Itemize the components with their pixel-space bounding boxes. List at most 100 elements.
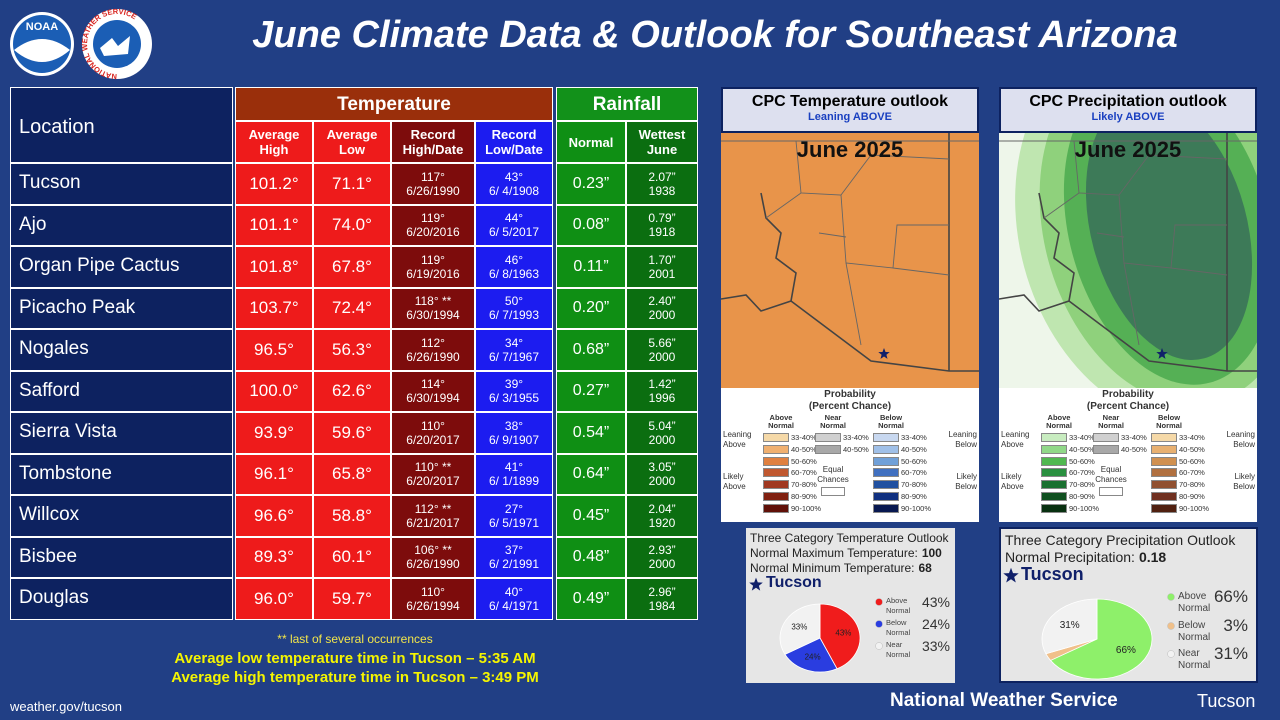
legend-swatch [1041, 433, 1067, 442]
legend-side-label: Equal Chances [1095, 465, 1127, 484]
legend-value: 66% [1213, 586, 1248, 606]
cell-line: 110° [421, 418, 445, 433]
legend-swatch [763, 456, 789, 466]
legend-dot [875, 642, 883, 650]
cell-line: 6/ 4/1908 [488, 183, 540, 198]
cell-line: 2000 [648, 308, 676, 323]
cell-line: 6/26/1994 [406, 598, 460, 613]
page-title: June Climate Data & Outlook for Southeas… [252, 14, 1178, 56]
cell-line: 37° [504, 543, 524, 558]
county-line [1043, 192, 1080, 219]
cell-value: 0.08” [572, 216, 610, 234]
legend-side-label: Leaning Above [1001, 430, 1030, 449]
legend-swatch [1041, 492, 1067, 501]
legend-side-label: Leaning Above [723, 430, 752, 449]
legend-range: 90-100% [1179, 503, 1210, 513]
legend-range: 40-50% [791, 444, 817, 454]
legend-column: Near Normal [820, 413, 846, 430]
data-cell: 34° 6/ 7/1967 [475, 329, 553, 371]
cell-line: 44° [504, 211, 524, 226]
column-header: Record High/Date [391, 121, 475, 163]
map-month: June 2025 [796, 137, 904, 162]
cell-line: 114° [421, 377, 445, 392]
cell-value: 72.4° [332, 298, 372, 318]
cell-value: 56.3° [332, 339, 372, 359]
location-cell: Organ Pipe Cactus [10, 246, 233, 288]
cell-value: 59.7° [332, 588, 372, 608]
data-cell: 118° ** 6/30/1994 [391, 287, 475, 329]
legend-column: Below Normal [1156, 413, 1182, 430]
legend-name: Near Normal [1178, 648, 1211, 671]
data-cell: 1.42” 1996 [626, 370, 698, 412]
cell-line: 2.04” [648, 501, 676, 516]
cell-line: 6/ 7/1967 [488, 349, 540, 364]
cell-line: 112° [421, 335, 445, 350]
data-cell: 103.7° [235, 287, 313, 329]
data-cell: 59.7° [313, 578, 391, 620]
outlook-panel: CPC Precipitation outlook Likely ABOVE Jun… [999, 87, 1257, 522]
cell-line: 6/20/2016 [406, 225, 460, 240]
logos: NOAA NATIONAL WEATHER SERVICE [10, 7, 152, 81]
cell-line: 5.04” [648, 418, 676, 433]
legend-swatch [763, 433, 789, 442]
cell-value: 0.11” [573, 257, 609, 275]
cell-value: 58.8° [332, 505, 372, 525]
legend-range: 60-70% [1069, 468, 1095, 478]
data-cell: 110° ** 6/20/2017 [391, 453, 475, 495]
county-line [845, 262, 862, 346]
location-cell: Willcox [10, 495, 233, 537]
map-month: June 2025 [1074, 137, 1182, 162]
county-line [1170, 267, 1228, 276]
data-cell: 112° ** 6/21/2017 [391, 495, 475, 537]
data-cell: 67.8° [313, 246, 391, 288]
cell-value: 0.45” [572, 506, 610, 524]
legend-swatch [873, 492, 899, 501]
legend-swatch [1151, 503, 1177, 513]
data-cell: 117° 6/26/1990 [391, 163, 475, 205]
pie-note: Normal Minimum Temperature: 68 [750, 561, 932, 575]
column-header: Record Low/Date [475, 121, 553, 163]
state-border [721, 192, 797, 312]
cell-line: 2.96” [648, 584, 676, 599]
cell-line: 38° [504, 418, 524, 433]
legend-range: 70-80% [791, 480, 817, 490]
data-cell: 101.8° [235, 246, 313, 288]
data-cell: 96.6° [235, 495, 313, 537]
cell-line: 6/ 5/2017 [488, 225, 540, 240]
state-border [1068, 300, 1257, 372]
data-cell: 0.45” [556, 495, 626, 537]
legend-range: 40-50% [843, 444, 869, 454]
county-line [1123, 262, 1140, 346]
data-cell: 101.2° [235, 163, 313, 205]
legend-swatch [1041, 456, 1067, 466]
note-label: Normal Minimum Temperature: [750, 561, 915, 575]
data-cell: 110° 6/26/1994 [391, 578, 475, 620]
location-cell: Picacho Peak [10, 287, 233, 329]
cell-value: 100.0° [249, 381, 299, 401]
cell-line: 6/21/2017 [406, 515, 460, 530]
outlook-panel: CPC Temperature outlook Leaning ABOVE June… [721, 87, 979, 522]
outlook-header: CPC Precipitation outlook Likely ABOVE [999, 87, 1257, 133]
legend-swatch [873, 468, 899, 478]
cell-line: 43° [504, 169, 524, 184]
outlook-title: CPC Precipitation outlook [1029, 93, 1227, 110]
legend-swatch [1041, 503, 1067, 513]
legend-swatch [763, 492, 789, 501]
cell-value: 74.0° [332, 215, 372, 235]
legend-swatch [1151, 492, 1177, 501]
data-cell: 5.66” 2000 [626, 329, 698, 371]
legend-column: Above Normal [768, 413, 794, 430]
cell-line: 3.05” [648, 460, 676, 475]
note-label: Normal Precipitation: [1005, 549, 1135, 565]
slice-label: 33% [791, 623, 807, 632]
slice-label: 66% [1116, 645, 1136, 656]
outlook-header: CPC Temperature outlook Leaning ABOVE [721, 87, 979, 133]
legend-side-label: Likely Above [723, 472, 746, 491]
legend-range: 80-90% [791, 492, 817, 501]
location-star [749, 577, 763, 591]
pie-chart: 43% 24% 33% [749, 577, 883, 673]
legend-swatch [763, 503, 789, 513]
data-cell: 56.3° [313, 329, 391, 371]
state-border [999, 192, 1075, 312]
data-cell: 110° 6/20/2017 [391, 412, 475, 454]
